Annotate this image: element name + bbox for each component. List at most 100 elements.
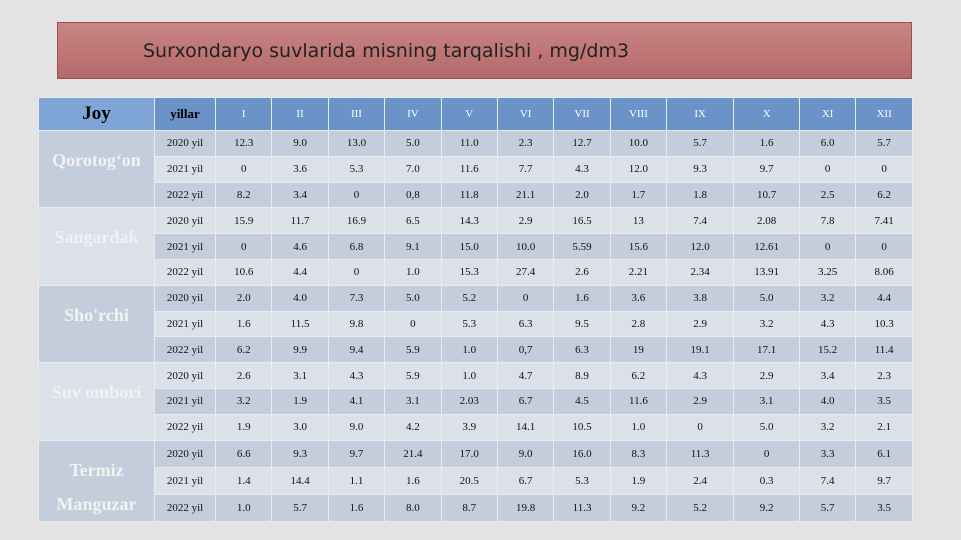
value-cell: 1.6	[327, 493, 386, 522]
year-cell: 2020 yil	[154, 284, 216, 312]
value-cell: 3.25	[799, 258, 857, 286]
value-cell: 9.7	[855, 466, 914, 495]
value-cell: 8.9	[553, 362, 611, 389]
value-cell: 10.0	[609, 130, 668, 157]
year-cell: 2021 yil	[154, 155, 216, 183]
value-cell: 4.4	[271, 258, 329, 286]
value-cell: 10.3	[855, 310, 914, 338]
value-cell: 6.1	[855, 439, 914, 468]
value-cell: 1.7	[609, 181, 668, 209]
value-cell: 5.2	[440, 284, 498, 312]
header-cell: X	[733, 97, 801, 131]
header-cell: I	[214, 97, 273, 131]
value-cell: 8.3	[609, 439, 668, 468]
value-cell: 6.3	[496, 310, 555, 338]
value-cell: 4.2	[384, 413, 442, 441]
value-cell: 11.6	[440, 155, 498, 183]
value-cell: 5.3	[327, 155, 386, 183]
value-cell: 2.3	[496, 130, 555, 157]
value-cell: 3.2	[214, 387, 273, 415]
year-cell: 2022 yil	[154, 413, 216, 441]
value-cell: 2.21	[609, 258, 668, 286]
header-cell: III	[327, 97, 386, 131]
year-cell: 2020 yil	[154, 439, 216, 468]
value-cell: 3.5	[855, 387, 914, 415]
value-cell: 3.5	[855, 493, 914, 522]
value-cell: 12.3	[214, 130, 273, 157]
header-row: Joy yillar I II III IV V VI VII VIII IX X XI XII	[38, 97, 914, 131]
value-cell: 4.3	[666, 362, 735, 389]
year-cell: 2020 yil	[154, 362, 216, 389]
header-cell: XII	[855, 97, 914, 131]
data-row: Sho'rchi 2020 yil 2.0 4.0 7.3 5.0 5.2 0 1.6 3.6 3.…	[38, 284, 914, 364]
value-cell: 1.9	[271, 387, 329, 415]
title: Surxondaryo suvlarida misning tarqalishi…	[143, 40, 630, 62]
value-cell: 2.1	[855, 413, 914, 441]
value-cell: 17.0	[440, 439, 498, 468]
value-cell: 3.2	[799, 284, 857, 312]
data-row: Qorotog‘on 2020 yil 12.3 9.0 13.0 5.0 11.0 2.3 1…	[38, 129, 914, 209]
value-cell: 0.3	[733, 466, 801, 495]
value-cell: 9.0	[271, 130, 329, 157]
header-cell: VI	[496, 97, 555, 131]
value-cell: 0	[214, 233, 273, 260]
value-cell: 5.7	[271, 493, 329, 522]
value-cell: 14.3	[440, 207, 498, 235]
value-cell: 3.2	[733, 310, 801, 338]
value-cell: 4.3	[799, 310, 857, 338]
value-cell: 11.5	[271, 310, 329, 338]
location-cell: Termiz Manguzar	[38, 439, 155, 522]
year-cell: 2022 yil	[154, 258, 216, 286]
value-cell: 5.0	[733, 413, 801, 441]
value-cell: 9.8	[327, 310, 386, 338]
data-row: Sangardak 2020 yil 15.9 11.7 16.9 6.5 14.3 2.9 1…	[38, 207, 914, 286]
value-cell: 9.0	[496, 439, 555, 468]
header-cell: Joy	[38, 97, 155, 131]
location-cell: Qorotog‘on	[38, 129, 155, 209]
value-cell: 15.2	[799, 336, 857, 364]
value-cell: 20.5	[440, 466, 498, 495]
value-cell: 5.2	[666, 493, 735, 522]
value-cell: 5.3	[440, 310, 498, 338]
value-cell: 11.6	[609, 387, 668, 415]
value-cell: 3.4	[271, 181, 329, 209]
value-cell: 10.6	[214, 258, 273, 286]
data-row: 2022 yil 1.9 3.0 9.0 4.2 3.9 14.1 10.5 1.0 0 5.0 3.…	[39, 413, 914, 441]
value-cell: 17.1	[733, 336, 801, 364]
value-cell: 0	[496, 284, 555, 312]
value-cell: 9.3	[271, 439, 329, 468]
value-cell: 16.5	[553, 207, 611, 235]
value-cell: 3.6	[271, 155, 329, 183]
value-cell: 4.1	[327, 387, 386, 415]
value-cell: 1.8	[666, 181, 735, 209]
value-cell: 4.7	[496, 362, 555, 389]
value-cell: 5.7	[666, 130, 735, 157]
value-cell: 1.6	[214, 310, 273, 338]
value-cell: 13.0	[327, 130, 386, 157]
value-cell: 8.2	[214, 181, 273, 209]
value-cell: 13	[609, 207, 668, 235]
value-cell: 0	[799, 155, 857, 183]
value-cell: 2.34	[666, 258, 735, 286]
value-cell: 1.0	[214, 493, 273, 522]
year-cell: 2022 yil	[154, 181, 216, 209]
value-cell: 3.1	[384, 387, 442, 415]
value-cell: 21.4	[384, 439, 442, 468]
data-row: 2022 yil 8.2 3.4 0 0,8 11.8 21.1 2.0 1.7 1.8 10.7 2…	[39, 181, 914, 209]
value-cell: 2.9	[666, 387, 735, 415]
header-cell: IV	[384, 97, 442, 131]
title-box: Surxondaryo suvlarida misning tarqalishi…	[57, 22, 912, 79]
value-cell: 0,7	[496, 336, 555, 364]
value-cell: 1.1	[327, 466, 386, 495]
value-cell: 3.8	[666, 284, 735, 312]
value-cell: 2.03	[440, 387, 498, 415]
value-cell: 9.9	[271, 336, 329, 364]
value-cell: 0,8	[384, 181, 442, 209]
value-cell: 1.0	[609, 413, 668, 441]
value-cell: 2.9	[733, 362, 801, 389]
value-cell: 9.2	[609, 493, 668, 522]
value-cell: 1.4	[214, 466, 273, 495]
value-cell: 1.6	[384, 466, 442, 495]
value-cell: 3.1	[271, 362, 329, 389]
